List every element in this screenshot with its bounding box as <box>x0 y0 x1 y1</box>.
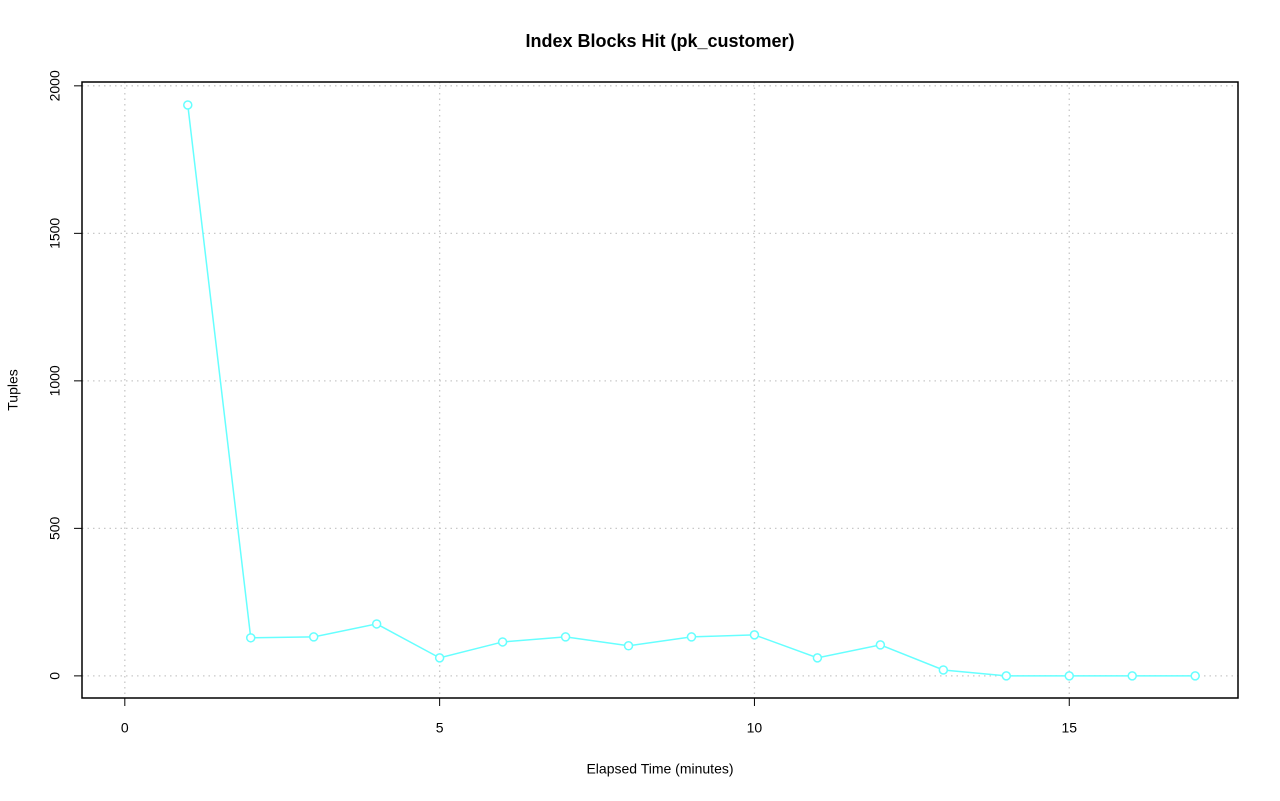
x-tick-label: 5 <box>436 720 444 736</box>
data-point <box>1064 671 1075 681</box>
data-point <box>1190 671 1200 681</box>
data-point <box>749 630 760 640</box>
x-axis-label: Elapsed Time (minutes) <box>586 761 733 777</box>
y-tick-label: 500 <box>47 516 63 540</box>
chart-title: Index Blocks Hit (pk_customer) <box>525 31 794 51</box>
data-point <box>434 653 445 663</box>
data-point <box>812 653 823 663</box>
data-point <box>308 632 319 642</box>
x-tick-label: 0 <box>121 720 129 736</box>
data-point <box>183 100 193 110</box>
data-point <box>875 640 886 650</box>
x-tick-label: 15 <box>1061 720 1077 736</box>
data-point <box>497 637 508 647</box>
y-tick-label: 0 <box>47 672 63 680</box>
data-point <box>623 641 634 651</box>
data-point <box>686 632 697 642</box>
y-tick-label: 1000 <box>47 365 63 396</box>
data-point <box>1001 671 1012 681</box>
x-tick-label: 10 <box>747 720 763 736</box>
data-point <box>371 619 382 629</box>
plot-frame <box>81 81 1239 699</box>
data-point <box>245 633 256 643</box>
y-axis-label: Tuples <box>5 369 21 411</box>
y-tick-label: 2000 <box>47 70 63 101</box>
data-point <box>560 632 571 642</box>
data-point <box>938 665 949 675</box>
data-point <box>1127 671 1137 681</box>
y-tick-label: 1500 <box>47 218 63 249</box>
